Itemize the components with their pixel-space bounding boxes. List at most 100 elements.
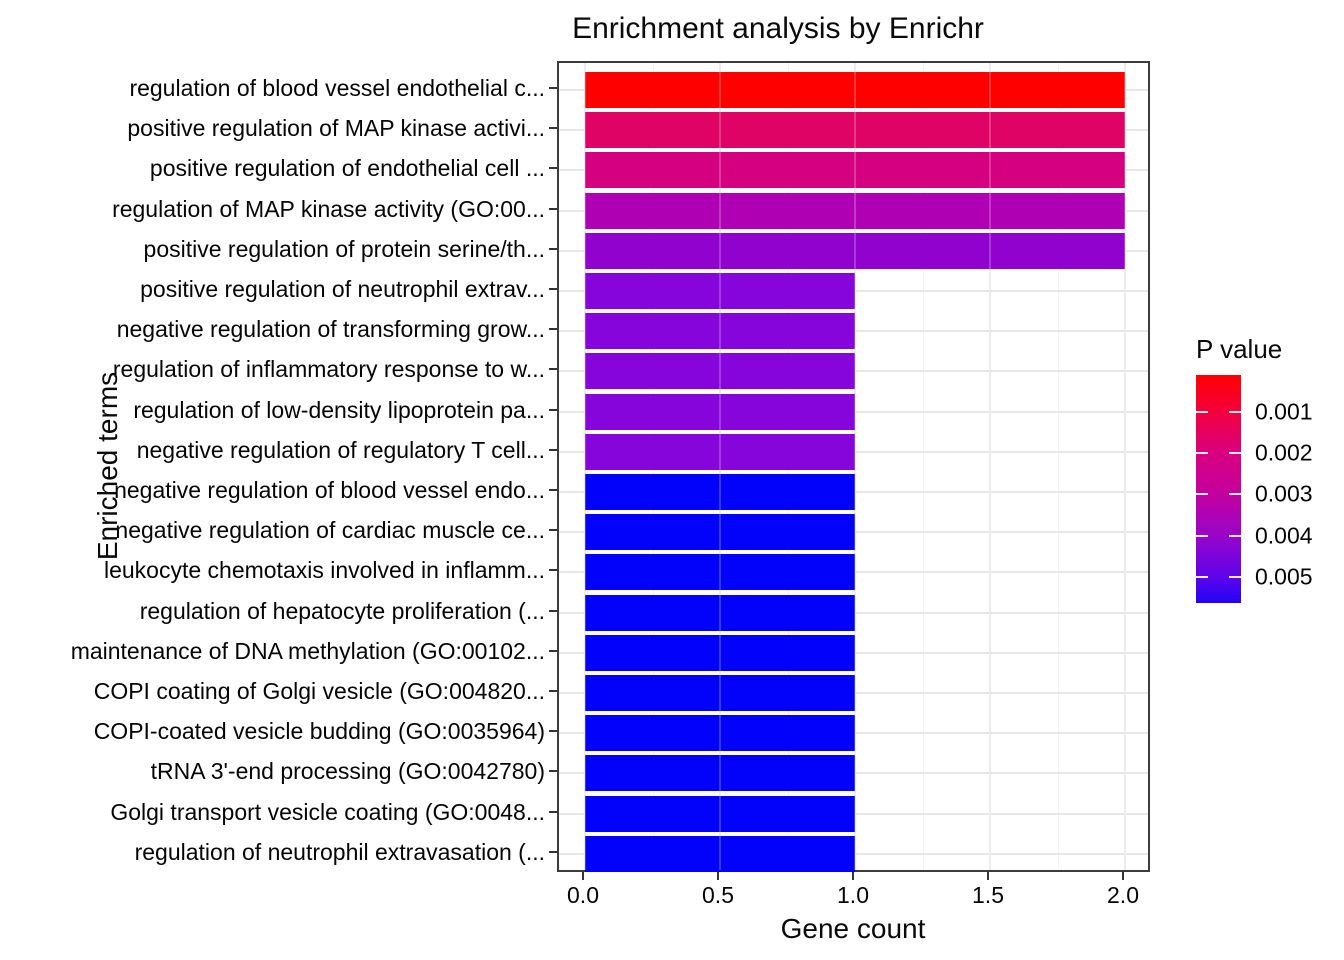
bar <box>585 554 855 591</box>
y-tick-label: regulation of neutrophil extravasation (… <box>134 838 545 865</box>
x-tick-label: 1.0 <box>837 882 869 908</box>
legend-tick-mark <box>1196 411 1208 413</box>
y-tick-label: regulation of MAP kinase activity (GO:00… <box>112 195 545 222</box>
minor-gridline <box>922 63 924 870</box>
y-tick-mark <box>549 770 557 773</box>
y-tick-label: positive regulation of neutrophil extrav… <box>140 276 545 302</box>
grid-overlay-line <box>989 63 991 870</box>
x-tick-label: 1.5 <box>972 882 1004 908</box>
x-axis-title: Gene count <box>780 913 926 944</box>
bar <box>585 112 1125 149</box>
y-tick-mark <box>549 569 557 572</box>
y-tick-mark <box>549 810 557 813</box>
y-tick-label: negative regulation of blood vessel endo… <box>114 477 545 503</box>
y-tick-label: negative regulation of cardiac muscle ce… <box>115 517 545 544</box>
y-tick-mark <box>549 87 557 89</box>
y-tick-label: positive regulation of protein serine/th… <box>143 235 545 262</box>
x-tick-mark <box>717 872 719 880</box>
bar <box>585 393 855 430</box>
grid-overlay-line <box>584 63 586 870</box>
y-tick-mark <box>549 127 557 130</box>
legend-tick-label: 0.002 <box>1255 439 1313 466</box>
legend-tick-label: 0.001 <box>1255 398 1313 425</box>
x-tick-label: 0.0 <box>567 882 599 908</box>
legend-tick-mark <box>1196 493 1208 496</box>
y-tick-label: negative regulation of regulatory T cell… <box>136 436 545 463</box>
y-tick-mark <box>549 167 557 170</box>
minor-gridline <box>1057 63 1059 870</box>
bar <box>585 634 855 671</box>
grid-overlay-line <box>719 63 721 870</box>
major-gridline <box>1124 63 1126 870</box>
y-tick-mark <box>549 368 557 371</box>
y-tick-label: regulation of blood vessel endothelial c… <box>129 75 545 101</box>
legend-tick-mark <box>1196 534 1208 537</box>
y-tick-mark <box>549 850 557 853</box>
bar <box>585 755 855 792</box>
y-tick-mark <box>549 448 557 451</box>
y-tick-mark <box>549 690 557 692</box>
bar <box>585 594 855 631</box>
y-tick-label: Golgi transport vesicle coating (GO:0048… <box>110 798 545 825</box>
y-tick-mark <box>549 207 557 210</box>
legend-title: P value <box>1196 334 1283 364</box>
y-tick-label: negative regulation of transforming grow… <box>116 316 545 343</box>
x-tick-mark <box>582 872 584 880</box>
y-tick-label: positive regulation of MAP kinase activi… <box>127 115 545 142</box>
bar <box>585 474 855 510</box>
bar <box>585 72 1125 108</box>
y-tick-label: leukocyte chemotaxis involved in inflamm… <box>103 557 545 584</box>
y-tick-mark <box>549 408 557 411</box>
y-tick-label: regulation of inflammatory response to w… <box>112 356 545 383</box>
major-gridline <box>854 63 856 870</box>
y-tick-mark <box>549 489 557 491</box>
bar <box>585 835 855 872</box>
legend-tick-label: 0.003 <box>1255 480 1313 507</box>
legend-tick-mark <box>1229 575 1241 578</box>
y-tick-label: COPI coating of Golgi vesicle (GO:004820… <box>93 678 545 704</box>
bar <box>585 433 855 470</box>
bar <box>585 353 855 390</box>
y-tick-mark <box>549 288 557 290</box>
y-tick-label: COPI-coated vesicle budding (GO:0035964) <box>93 718 545 745</box>
bar <box>585 152 1125 189</box>
bar <box>585 232 1125 269</box>
legend-tick-mark <box>1196 575 1208 578</box>
y-tick-mark <box>549 328 557 331</box>
y-tick-label: regulation of low-density lipoprotein pa… <box>133 396 545 423</box>
y-tick-label: regulation of hepatocyte proliferation (… <box>139 597 545 624</box>
y-tick-mark <box>549 609 557 612</box>
y-tick-mark <box>549 529 557 532</box>
legend-tick-mark <box>1229 493 1241 496</box>
y-tick-label: maintenance of DNA methylation (GO:00102… <box>70 637 545 664</box>
grid-overlay-line <box>854 63 856 870</box>
bar <box>585 313 855 350</box>
x-tick-mark <box>987 872 989 880</box>
legend-tick-label: 0.004 <box>1255 522 1313 549</box>
y-tick-mark <box>549 730 557 733</box>
legend-gradient-bar <box>1196 375 1241 603</box>
bar <box>585 715 855 752</box>
y-tick-mark <box>549 649 557 652</box>
y-tick-label: tRNA 3'-end processing (GO:0042780) <box>150 758 545 785</box>
chart-title: Enrichment analysis by Enrichr <box>572 12 984 45</box>
y-tick-mark <box>549 247 557 250</box>
legend-tick-mark <box>1229 452 1241 455</box>
legend-tick-label: 0.005 <box>1255 563 1313 590</box>
legend-tick-mark <box>1229 411 1241 413</box>
bar <box>585 273 855 309</box>
x-tick-mark <box>852 872 854 880</box>
legend-tick-mark <box>1196 452 1208 455</box>
x-tick-label: 2.0 <box>1107 882 1139 908</box>
major-gridline <box>989 63 991 870</box>
bar <box>585 795 855 832</box>
plot-panel <box>557 61 1150 872</box>
y-tick-label: positive regulation of endothelial cell … <box>149 155 545 182</box>
legend-tick-mark <box>1229 534 1241 537</box>
bar <box>585 514 855 551</box>
bar <box>585 192 1125 229</box>
bar <box>585 675 855 711</box>
x-tick-label: 0.5 <box>702 882 734 908</box>
x-tick-mark <box>1122 872 1124 880</box>
